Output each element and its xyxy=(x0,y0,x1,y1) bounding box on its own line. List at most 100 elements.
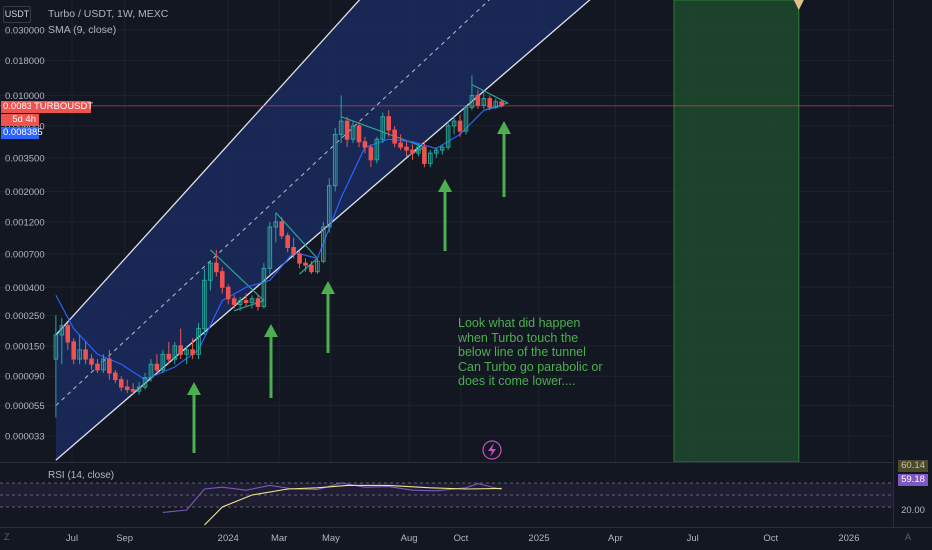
candle xyxy=(142,372,148,390)
candle xyxy=(374,136,380,164)
candle xyxy=(344,116,350,148)
candle-body xyxy=(374,138,380,161)
symbol-tag: TURBOUSDT xyxy=(31,101,93,113)
annotation-text[interactable]: Look what did happen when Turbo touch th… xyxy=(458,316,618,389)
candle xyxy=(356,122,362,148)
candle xyxy=(59,317,65,365)
candle-body xyxy=(172,345,178,360)
candle xyxy=(362,136,368,154)
candle-body xyxy=(190,349,195,355)
candle xyxy=(220,267,225,294)
candle-body xyxy=(457,120,463,132)
price-tick-label: 0.000055 xyxy=(5,401,45,412)
price-axis: 0.030000 0.018000 0.010000 0.006000 0.003500… xyxy=(5,26,45,443)
rsi-ma-line xyxy=(204,484,502,525)
candle xyxy=(107,349,112,380)
candle xyxy=(332,127,338,192)
candle xyxy=(178,328,183,360)
candle xyxy=(416,143,421,157)
candle xyxy=(267,221,273,275)
candle-body xyxy=(225,286,231,300)
candle xyxy=(279,217,285,239)
candle xyxy=(321,221,326,264)
candle-body xyxy=(451,120,457,127)
candle xyxy=(208,261,213,291)
price-tick-label: 0.002000 xyxy=(5,187,45,198)
candle-body xyxy=(326,185,332,228)
candle xyxy=(380,112,386,144)
candle xyxy=(439,144,445,155)
candle-body xyxy=(267,226,273,269)
candle xyxy=(53,315,59,418)
channel-lower-line[interactable] xyxy=(55,0,597,461)
candle-body xyxy=(499,101,504,107)
candle-body xyxy=(214,262,219,273)
rsi-level-low: 20.00 xyxy=(901,505,925,516)
candle xyxy=(65,322,71,350)
rsi-pane[interactable] xyxy=(0,482,893,525)
countdown-tag: 5d 4h xyxy=(1,114,39,126)
candle xyxy=(469,75,475,111)
price-tick-label: 0.018000 xyxy=(5,56,45,67)
candle xyxy=(309,261,314,275)
candle-body xyxy=(101,358,106,371)
candle-body xyxy=(136,386,142,392)
candle xyxy=(463,105,469,135)
candle xyxy=(261,263,267,309)
tradingview-logo-icon[interactable]: Z xyxy=(4,532,10,542)
candle-body xyxy=(338,120,344,135)
price-pane[interactable] xyxy=(0,0,893,462)
candle-body xyxy=(124,386,130,391)
candle xyxy=(124,379,130,393)
sma-legend[interactable]: SMA (9, close) xyxy=(48,24,117,36)
projection-zone xyxy=(673,0,800,462)
annotation-line: does it come lower.... xyxy=(458,374,576,388)
candle xyxy=(249,295,255,309)
candle-body xyxy=(493,101,498,108)
candle-body xyxy=(344,120,350,140)
candle xyxy=(368,144,374,168)
candle-body xyxy=(475,94,481,106)
candle-body xyxy=(249,298,255,303)
candle-body xyxy=(89,358,94,365)
last-price-tag: 0.008399 xyxy=(1,101,43,113)
candle-body xyxy=(154,363,160,371)
time-tick-label: Jul xyxy=(66,533,78,544)
candle-body xyxy=(362,141,368,148)
candle-body xyxy=(184,349,189,355)
price-tick-label: 0.000033 xyxy=(5,432,45,443)
candle-body xyxy=(59,325,65,336)
rsi-upper-tag: 60.14 xyxy=(898,460,928,472)
candle xyxy=(285,232,290,253)
candle-body xyxy=(166,353,172,360)
annotation-line: when Turbo touch the xyxy=(458,330,579,345)
channel-upper-line[interactable] xyxy=(55,0,365,336)
annotation-line: Look what did happen xyxy=(458,316,581,330)
lightning-icon[interactable] xyxy=(482,440,502,460)
candle xyxy=(154,354,160,373)
arrow-head xyxy=(187,382,201,395)
candle xyxy=(225,284,231,305)
annotation-line: Can Turbo go parabolic or xyxy=(458,359,603,374)
currency-selector[interactable]: USDT xyxy=(3,6,31,23)
sma-value-tag: 0.008385 xyxy=(1,127,43,139)
candle xyxy=(77,334,82,365)
symbol-title[interactable]: Turbo / USDT, 1W, MEXC xyxy=(48,8,169,20)
price-tick-label: 0.030000 xyxy=(5,26,45,37)
candle-body xyxy=(445,125,451,148)
price-tick-label: 0.003500 xyxy=(5,154,45,165)
time-tick-label: Aug xyxy=(401,533,418,544)
candle xyxy=(113,369,118,384)
candle-body xyxy=(231,298,237,305)
price-tick-label: 0.010000 xyxy=(5,91,45,102)
sma-line xyxy=(55,105,502,381)
candle-body xyxy=(118,379,124,388)
candle-body xyxy=(255,298,261,307)
candle-body xyxy=(95,363,100,371)
candle xyxy=(404,141,409,157)
rsi-legend[interactable]: RSI (14, close) xyxy=(48,470,115,481)
candle xyxy=(148,359,154,382)
candle xyxy=(83,341,88,365)
zoom-icon[interactable]: A xyxy=(905,532,911,542)
